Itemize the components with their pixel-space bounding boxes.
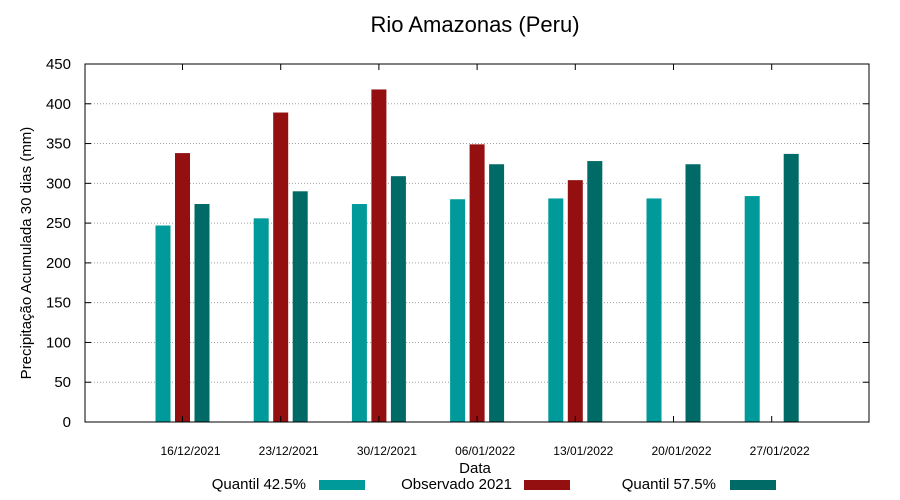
bars-layer (155, 89, 799, 423)
bar-obs-3 (469, 144, 485, 422)
x-tick-label: 16/12/2021 (160, 444, 220, 458)
legend-swatch (730, 480, 776, 490)
bar-q425-2 (351, 204, 367, 422)
bar-obs-2 (371, 89, 387, 423)
x-tick-label: 23/12/2021 (259, 444, 319, 458)
x-tick-label: 13/01/2022 (553, 444, 613, 458)
y-tick-label: 300 (46, 175, 71, 192)
bar-q425-3 (450, 199, 466, 422)
x-tick-label: 30/12/2021 (357, 444, 417, 458)
bar-obs-4 (567, 180, 583, 422)
y-tick-label: 200 (46, 255, 71, 272)
y-tick-label: 0 (63, 414, 71, 431)
bar-q425-4 (548, 198, 564, 422)
y-tick-label: 50 (54, 374, 71, 391)
y-tick-label: 100 (46, 334, 71, 351)
bar-q575-0 (194, 204, 210, 422)
legend-swatch (319, 480, 365, 490)
y-axis-label: Precipitação Acumulada 30 dias (mm) (18, 127, 35, 380)
x-tick-label: 20/01/2022 (651, 444, 711, 458)
y-tick-label: 350 (46, 136, 71, 153)
legend-label: Quantil 57.5% (622, 476, 716, 493)
bar-q425-0 (155, 225, 171, 422)
bar-q575-6 (783, 153, 799, 423)
y-axis: 0 50 100 150 200 250 300 350 400 450 (46, 56, 869, 431)
bar-q575-2 (390, 176, 406, 422)
x-tick-label: 06/01/2022 (455, 444, 515, 458)
bar-obs-0 (175, 153, 190, 422)
y-tick-label: 400 (46, 96, 71, 113)
bar-q425-5 (646, 198, 662, 422)
y-tick-label: 450 (46, 56, 71, 73)
bar-q575-3 (489, 164, 505, 423)
legend: Quantil 42.5% Observado 2021 Quantil 57.5% (212, 476, 776, 493)
bar-q575-1 (292, 191, 308, 422)
y-tick-label: 250 (46, 215, 71, 232)
x-axis-label: Data (459, 460, 491, 477)
bar-q575-4 (587, 161, 603, 422)
y-tick-label: 150 (46, 295, 71, 312)
legend-label: Observado 2021 (401, 476, 512, 493)
bar-q575-5 (685, 164, 701, 423)
bar-q425-1 (253, 218, 269, 422)
x-axis: 16/12/2021 23/12/2021 30/12/2021 06/01/2022… (160, 64, 810, 458)
x-tick-label: 27/01/2022 (750, 444, 810, 458)
legend-swatch (524, 480, 570, 490)
bar-obs-1 (273, 112, 289, 422)
bar-q425-6 (744, 196, 760, 422)
chart-title: Rio Amazonas (Peru) (370, 12, 579, 37)
legend-label: Quantil 42.5% (212, 476, 306, 493)
